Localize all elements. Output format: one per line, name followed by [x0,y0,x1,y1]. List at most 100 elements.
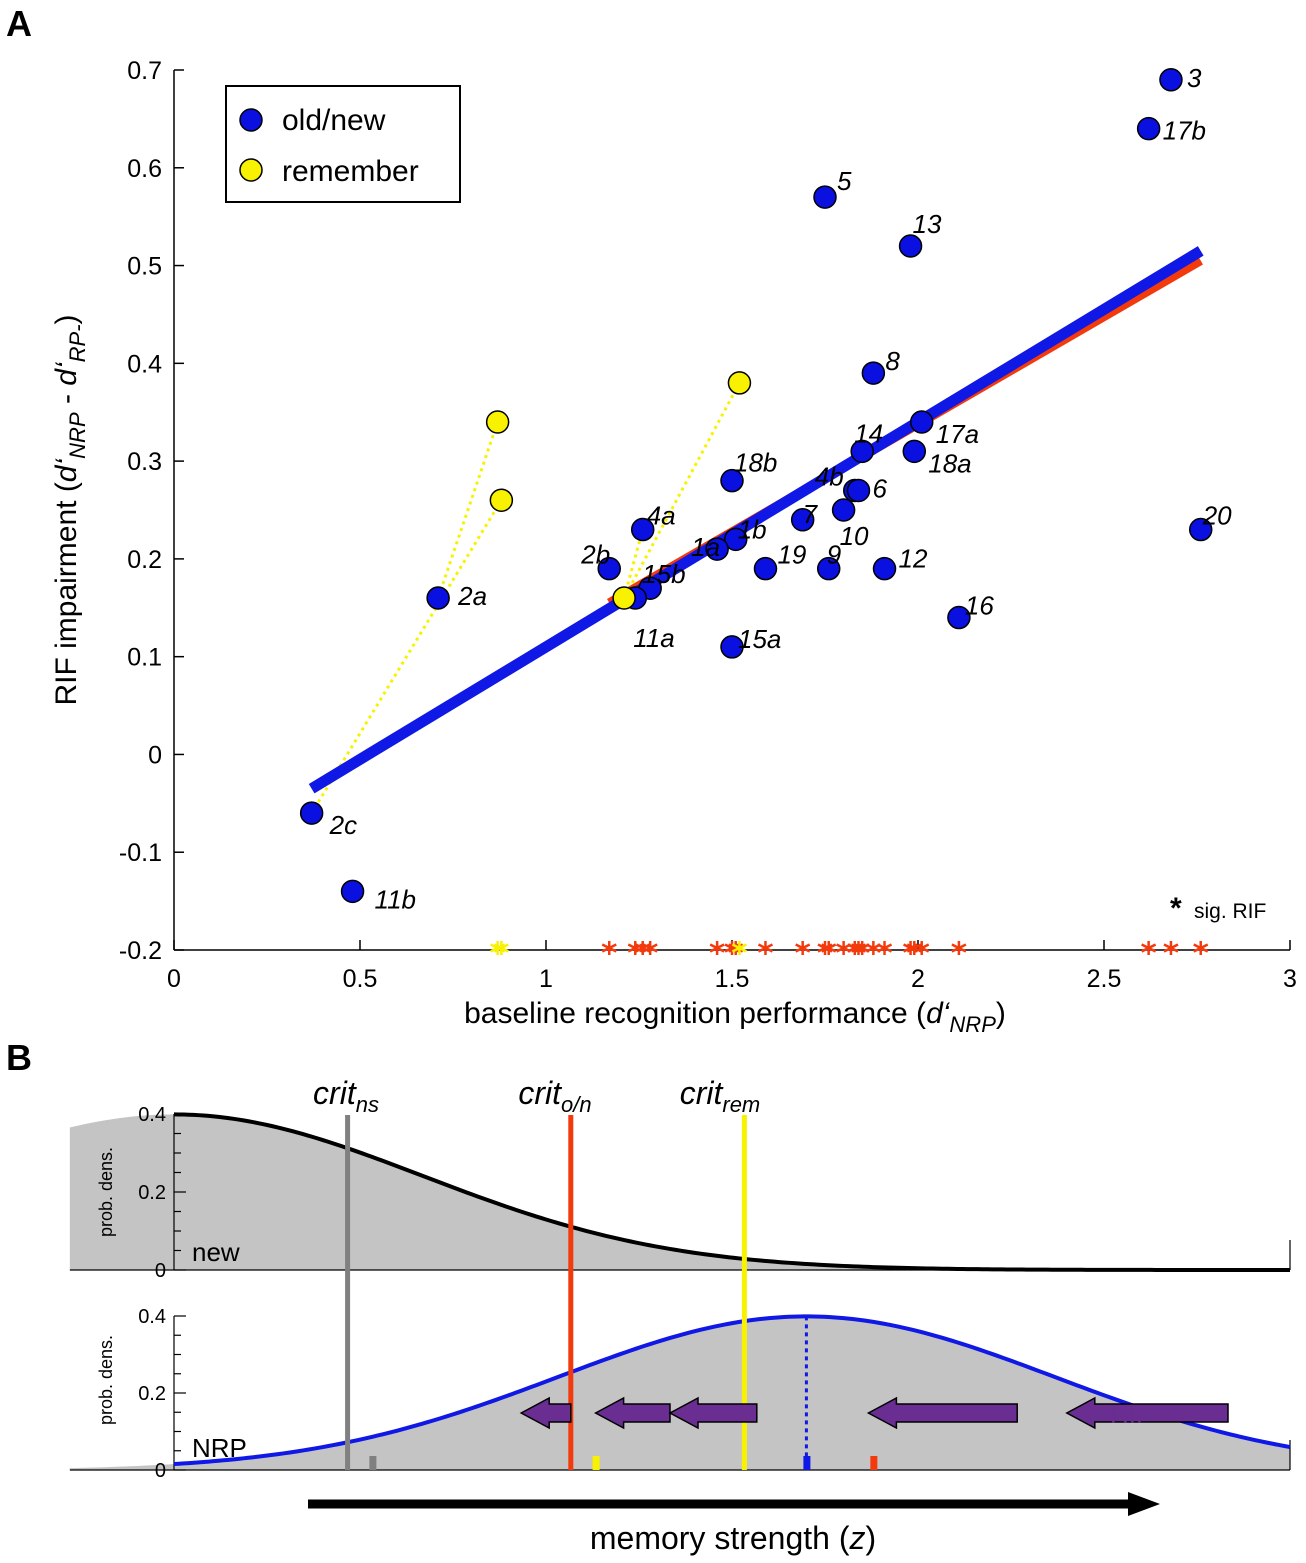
sig-note-marker: * [1170,892,1182,925]
point-label: 18a [928,448,971,478]
panel-a-x-title: baseline recognition performance (d‘NRP) [464,997,1006,1037]
memory-strength-title: memory strength (z) [590,1520,876,1556]
y-tick-label: 0 [155,1260,166,1282]
point-label: 19 [777,540,806,570]
old-new-point [705,537,729,561]
sig-rif-marker [642,941,658,955]
old-new-point [630,517,655,542]
point-label: 17a [936,419,979,449]
remember-link [436,421,500,599]
remember-link [310,499,503,814]
sig-rif-marker [1163,941,1179,955]
point-label: 1a [691,532,720,562]
old-new-point [861,361,886,385]
shift-marker [870,1456,878,1470]
sig-rif-marker [601,941,617,955]
legend-box [225,85,461,203]
sig-rif-marker [1141,941,1157,955]
point-label: 11a [633,623,674,653]
shift-marker [369,1456,377,1470]
old-new-point [720,468,744,493]
y-tick-label: 0.3 [127,448,162,476]
new-density-curve [173,1112,1291,1272]
sig-rif-marker [731,941,747,955]
point-label: 17b [1163,116,1206,146]
old-new-point [720,635,744,659]
x-tick-label: 1.5 [715,965,750,993]
rif-label: RIF [1110,1399,1152,1429]
sig-rif-marker [795,941,811,955]
nrp-density-curve [173,1314,1291,1467]
y-tick-label: 0 [148,741,162,769]
old-new-point [299,801,324,825]
crit-on-label: crito/n [518,1075,591,1117]
sig-rif-marker [865,941,881,955]
panel-b-letter: B [6,1037,32,1078]
y-tick-label: 0.7 [127,57,162,85]
x-tick-label: 3 [1283,965,1297,993]
y-tick-label: 0.2 [138,1383,166,1405]
point-label: 3 [1187,63,1202,93]
old-new-point [597,556,621,581]
old-new-fit-line [308,246,1204,794]
rif-arrow [668,1396,758,1430]
x-tick-label: 1 [539,965,553,993]
point-label: 1b [738,514,767,544]
y-tick-label: 0.2 [127,546,162,574]
old-new-point [723,527,748,552]
old-new-point [909,410,934,434]
remember-point [485,410,510,434]
point-label: 12 [899,544,928,574]
x-tick-label: 0.5 [343,965,378,993]
old-new-point [340,879,365,904]
panel-a-dotted-links [310,382,741,814]
legend-remember-marker [239,158,263,182]
old-new-point [753,556,778,581]
point-label: 20 [1202,501,1232,531]
panel-a-points: 3 17b 5 13 8 17a 14 18a 18b 4b 610 7 4a 20 1b 1a 2b 19 9 12… [299,63,1232,914]
panel-a-ticks: 0 0.5 1 1.5 2 2.5 3 -0.2 -0.1 0 0.1 0.2 0.3 0.4 0.5 0.6… [119,57,1297,993]
panel-a-y-title: RIF impairment (d‘NRP - d‘RP-) [50,314,90,705]
point-label: 2b [580,540,610,570]
sig-rif-marker [951,941,967,955]
point-label: 8 [885,346,900,376]
point-label: 15a [738,624,781,654]
old-new-point [947,605,971,630]
remember-link [622,529,645,599]
sig-rif-marker [709,941,725,955]
point-label: 4b [815,461,844,491]
point-label: 7 [803,499,819,529]
point-label: 13 [913,209,942,239]
y-tick-label: -0.2 [119,937,162,965]
y-tick-label: 0.2 [138,1182,166,1204]
x-tick-label: 0 [167,965,181,993]
point-label: 6 [872,473,887,503]
old-new-point [790,508,815,532]
x-tick-label: 2.5 [1087,965,1122,993]
sig-rif-marker [757,941,774,955]
new-density-fill [69,1114,1291,1270]
old-new-point [850,439,874,464]
point-label: 11b [375,884,416,914]
y-tick-label: 0 [155,1460,166,1482]
point-label: 2c [329,810,357,840]
y-tick-label: 0.4 [138,1306,166,1328]
panel-b-top-ylabel: prob. dens. [96,1147,116,1237]
old-new-point [816,556,841,581]
memory-strength-arrow-head [1128,1492,1160,1516]
old-new-point [1159,68,1183,92]
nrp-density-fill [69,1316,1291,1470]
crit-rem-label: critrem [680,1075,761,1117]
old-new-point [902,439,927,464]
x-tick-label: 2 [911,965,925,993]
legend: old/new remember [225,85,461,203]
old-new-point [813,185,837,209]
legend-old-new-marker [239,108,263,132]
remember-point [489,488,514,512]
y-tick-label: 0.5 [127,253,162,281]
y-tick-label: 0.1 [127,644,162,672]
y-tick-label: 0.4 [138,1104,166,1126]
rif-arrow [1065,1396,1229,1430]
point-label: 2a [457,581,487,611]
panel-b-nrp-label: NRP [192,1433,247,1463]
